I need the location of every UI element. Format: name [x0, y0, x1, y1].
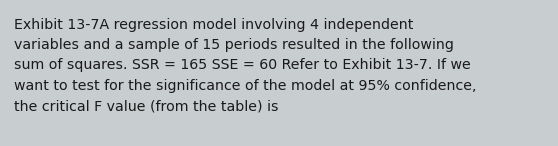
Text: Exhibit 13-7A regression model involving 4 independent
variables and a sample of: Exhibit 13-7A regression model involving…: [14, 18, 477, 113]
